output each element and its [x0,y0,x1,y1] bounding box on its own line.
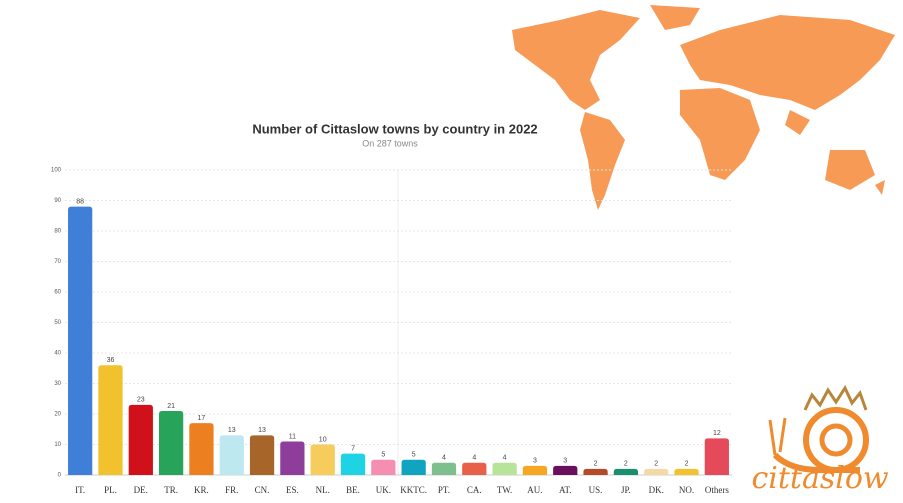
x-tick-label: PT. [438,485,450,495]
data-label: 5 [412,452,416,459]
bar [522,465,548,475]
data-label: 17 [198,415,206,422]
chart-title: Number of Cittaslow towns by country in … [252,121,537,136]
y-tick-label: 30 [54,381,61,387]
y-tick-label: 50 [54,320,61,326]
bar [280,441,305,475]
data-label: 2 [654,461,658,468]
data-label: 2 [624,461,628,468]
x-tick-label: NL. [316,485,330,495]
bar [431,462,457,475]
data-label: 4 [472,455,476,462]
bar [340,453,366,475]
data-label: 88 [76,198,84,205]
x-tick-label: DE. [134,485,148,495]
data-label: 23 [137,397,145,404]
bar [401,459,426,475]
x-tick-label: UK. [376,485,391,495]
data-label: 10 [319,436,327,443]
bar [553,465,578,475]
x-tick-label: NO. [679,485,694,495]
bar [371,459,396,475]
bar [674,468,699,475]
bar [462,462,487,475]
bar [68,206,93,475]
data-label: 2 [594,461,598,468]
bar [613,468,639,475]
y-tick-label: 0 [58,473,62,479]
x-tick-label: IT. [75,485,85,495]
data-label: 3 [533,458,537,465]
data-label: 36 [107,357,115,364]
bar [98,365,123,475]
x-tick-label: JP. [621,485,631,495]
y-tick-label: 100 [51,168,62,174]
bar [583,468,608,475]
chart-subtitle: On 287 towns [362,138,418,148]
data-label: 4 [503,455,507,462]
data-label: 13 [258,427,266,434]
y-tick-label: 10 [54,442,61,448]
x-tick-label: Others [705,485,729,495]
bar [704,438,729,475]
x-tick-label: CA. [467,485,482,495]
x-tick-label: TW. [497,485,512,495]
data-label: 3 [563,458,567,465]
bar [189,423,214,475]
x-tick-label: BE. [346,485,360,495]
y-tick-label: 70 [54,259,61,265]
bar [249,435,275,475]
y-tick-label: 20 [54,412,61,418]
data-label: 11 [289,433,296,440]
data-label: 5 [381,452,385,459]
world-map [512,5,895,210]
data-label: 12 [713,430,721,437]
y-tick-label: 60 [54,290,61,296]
x-tick-label: KKTC. [400,485,427,495]
data-label: 13 [228,427,236,434]
data-label: 7 [351,445,355,452]
logo-text: cittaslow [751,461,888,496]
data-label: 21 [167,403,175,410]
bar [644,468,669,475]
x-tick-label: ES. [286,485,299,495]
x-tick-label: DK. [649,485,664,495]
bar [128,404,153,475]
x-tick-label: PL. [104,485,117,495]
x-tick-label: FR. [225,485,238,495]
bar [158,410,184,475]
y-tick-label: 80 [54,229,61,235]
x-tick-label: AT. [559,485,572,495]
data-label: 4 [442,455,446,462]
y-tick-label: 40 [54,351,61,357]
x-tick-label: KR. [194,485,209,495]
bar [219,435,244,475]
data-label: 2 [685,461,689,468]
x-tick-label: TR. [164,485,178,495]
x-tick-label: US. [589,485,603,495]
x-tick-label: AU. [527,485,542,495]
bar [492,462,517,475]
x-tick-label: CN. [255,485,270,495]
bar [310,444,335,475]
logo: cittaslow [751,384,889,496]
y-tick-label: 90 [54,198,61,204]
